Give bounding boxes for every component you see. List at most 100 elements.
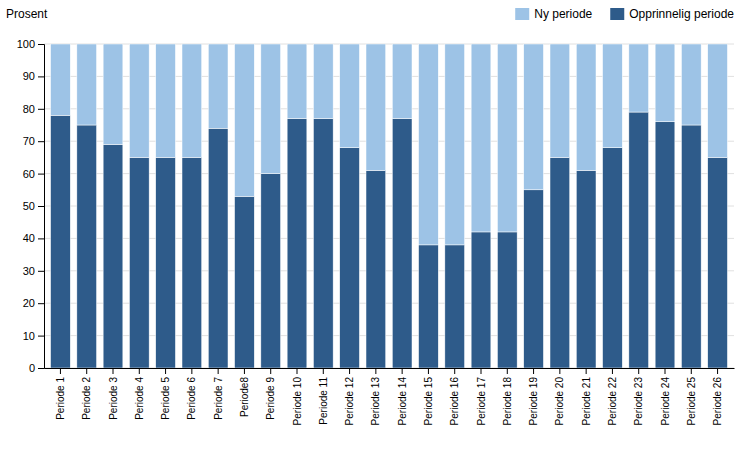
y-axis-label: Prosent [6,7,48,21]
x-tick: Periode 6 [186,368,197,420]
bar [681,125,701,368]
bar [261,44,281,174]
bar [445,44,465,245]
bar [576,44,596,170]
x-tick: Periode 4 [134,368,145,420]
plot-area: 0102030405060708090100Periode 1Periode 2… [17,38,735,425]
x-tick: Periode 25 [686,368,697,425]
tick-label: Periode 4 [134,377,145,420]
bar [366,170,386,368]
tick-mark [38,206,44,207]
bar [629,112,649,368]
tick-label: Periode 19 [528,377,539,426]
tick-mark [191,368,192,374]
bar [550,44,570,157]
tick-mark [638,368,639,374]
tick-mark [349,368,350,374]
tick-mark [38,109,44,110]
x-tick: Periode 18 [502,368,513,425]
tick-mark [665,368,666,374]
bar [550,157,570,368]
tick-label: 80 [23,103,35,115]
x-tick: Periode 12 [344,368,355,425]
bar [103,44,123,144]
x-tick: Periode 10 [292,368,303,425]
x-tick: Periode 22 [607,368,618,425]
tick-label: 10 [23,330,35,342]
tick-label: 50 [23,200,35,212]
bar [235,196,255,368]
y-tick: 50 [23,200,44,212]
tick-label: Periode 15 [423,377,434,426]
bar-series [51,44,728,245]
bar [208,44,228,128]
tick-label: Periode 24 [660,377,671,426]
tick-label: Periode 17 [476,377,487,426]
bar [603,148,623,368]
tick-label: Periode 3 [108,377,119,420]
bar [708,44,728,157]
tick-mark [38,271,44,272]
x-tick: Periode 23 [633,368,644,425]
tick-mark [86,368,87,374]
x-tick: Periode 17 [476,368,487,425]
bar [182,44,202,157]
tick-mark [38,141,44,142]
tick-mark [559,368,560,374]
y-tick: 30 [23,265,44,277]
bar [629,44,649,112]
bar-series [51,112,728,368]
bar [340,44,360,148]
x-axis: Periode 1 Periode 2 Periode 3 Periode 4 Peri… [45,368,735,425]
x-tick: Periode 21 [581,368,592,425]
tick-label: Periode 1 [55,377,66,420]
y-tick: 70 [23,135,44,147]
bar [445,245,465,368]
x-tick: Periode 16 [449,368,460,425]
bar [366,44,386,170]
tick-label: Periode 12 [344,377,355,426]
bar [576,170,596,368]
tick-label: Periode 14 [397,377,408,426]
chart-svg: 0102030405060708090100Periode 1Periode 2… [0,0,750,450]
bar [524,44,544,190]
tick-mark [270,368,271,374]
tick-label: 0 [29,362,35,374]
tick-label: 70 [23,135,35,147]
tick-mark [481,368,482,374]
x-tick: Periode 24 [660,368,671,425]
bar [129,157,149,368]
tick-label: Periode 20 [554,377,565,426]
bar [603,44,623,148]
tick-label: Periode 25 [686,377,697,426]
tick-label: Periode 7 [213,377,224,420]
x-tick: Periode 13 [370,368,381,425]
bar [524,190,544,368]
tick-mark [139,368,140,374]
bar [156,44,176,157]
legend-item: Ny periode [515,7,592,21]
bar [497,44,517,232]
legend-label: Opprinnelig periode [629,7,734,21]
tick-label: 30 [23,265,35,277]
tick-mark [375,368,376,374]
y-tick: 80 [23,103,44,115]
tick-mark [586,368,587,374]
x-tick: Periode 9 [265,368,276,420]
tick-label: Periode 22 [607,377,618,426]
tick-label: Periode 2 [81,377,92,420]
bar [392,119,412,368]
bar [156,157,176,368]
tick-mark [428,368,429,374]
tick-label: Periode 18 [502,377,513,426]
bar [419,44,439,245]
tick-label: Periode 23 [633,377,644,426]
tick-label: Periode8 [239,377,250,417]
y-tick: 40 [23,232,44,244]
tick-label: 90 [23,70,35,82]
y-tick: 90 [23,70,44,82]
tick-mark [38,44,44,45]
tick-label: Periode 5 [160,377,171,420]
bars [51,44,728,368]
legend: Ny periode Opprinnelig periode [515,7,734,21]
